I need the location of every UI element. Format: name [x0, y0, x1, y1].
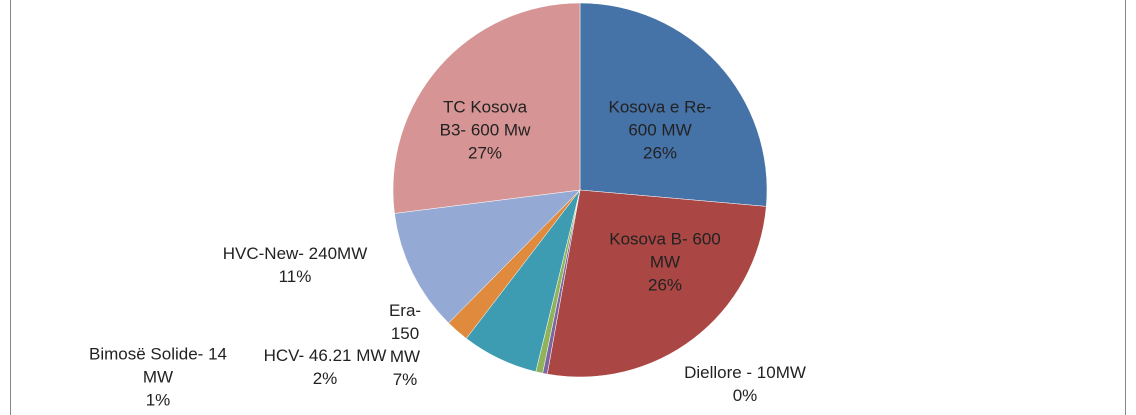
slice-percent: 2% — [312, 369, 338, 388]
slice-label: Era- 150 MW 7% — [381, 299, 429, 391]
slice-name: Kosova e Re- 600 MW — [608, 97, 712, 140]
slice-percent: 1% — [145, 390, 171, 410]
slice-label: Diellore - 10MW 0% — [650, 361, 840, 407]
slice-name: Era- 150 MW — [388, 301, 422, 366]
slice-percent: 26% — [642, 143, 678, 163]
slice-percent: 11% — [278, 267, 312, 286]
slice-percent: 0% — [732, 386, 758, 405]
slice-name: HCV- 46.21 MW — [263, 346, 387, 365]
pie-slice — [579, 2, 768, 207]
slice-label: Kosova e Re- 600 MW 26% — [593, 96, 728, 165]
slice-percent: 7% — [392, 370, 418, 389]
slice-name: Bimosë Solide- 14 MW — [89, 344, 227, 387]
slice-percent: 27% — [467, 143, 503, 163]
slice-percent: 26% — [647, 275, 683, 295]
slice-label: TC Kosova B3- 600 Mw 27% — [428, 96, 543, 165]
slice-label: Kosova B- 600 MW 26% — [598, 228, 733, 297]
pie-slice — [392, 2, 581, 214]
slice-label: HVC-New- 240MW 11% — [190, 242, 400, 288]
slice-label: HCV- 46.21 MW 2% — [255, 344, 395, 390]
pie-slice — [394, 189, 581, 324]
slice-name: Diellore - 10MW — [684, 363, 806, 382]
slice-label: Bimosë Solide- 14 MW 1% — [76, 343, 241, 412]
slice-name: HVC-New- 240MW — [222, 244, 368, 263]
slice-name: TC Kosova B3- 600 Mw — [439, 97, 531, 140]
pie-slice — [546, 189, 767, 378]
slice-name: Kosova B- 600 MW — [609, 229, 721, 272]
